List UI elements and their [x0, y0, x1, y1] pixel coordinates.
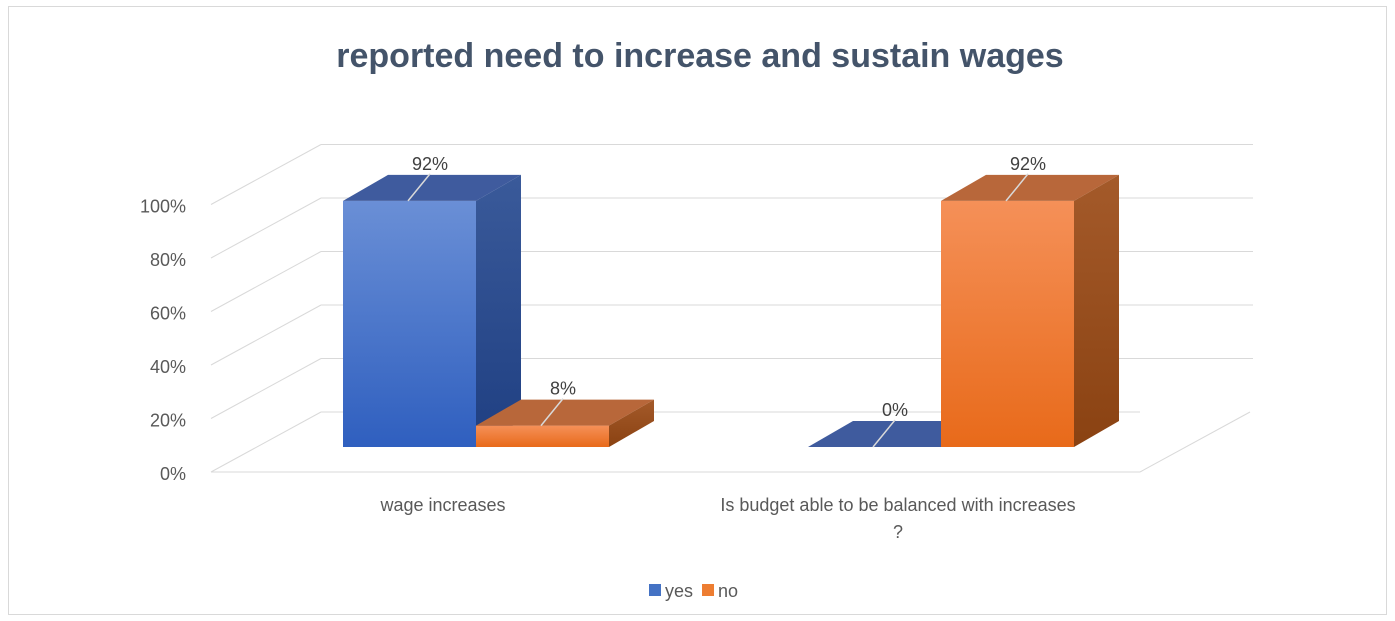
y-tick-label: 60% [150, 304, 186, 324]
floor-edge [1139, 411, 1251, 473]
bar-front [343, 200, 476, 447]
bar-side [476, 174, 521, 447]
legend-label: no [718, 581, 738, 601]
y-tick-label: 20% [150, 411, 186, 431]
legend-swatch [702, 584, 715, 596]
bar-top [343, 174, 521, 201]
bar-top [476, 399, 654, 426]
legend-swatch [649, 584, 661, 596]
gridline-diagonal [210, 358, 322, 419]
category-label: ? [893, 522, 903, 542]
gridline-diagonal [210, 411, 322, 473]
chart-frame [8, 6, 1387, 615]
y-tick-label: 100% [140, 197, 186, 217]
y-axis-ticks: 0% 20% 40% 60% 80% 100% [140, 197, 186, 485]
data-label: 92% [412, 154, 448, 174]
data-label: 8% [550, 379, 576, 399]
gridline-diagonal [210, 251, 322, 312]
y-tick-label: 0% [160, 464, 186, 484]
bar-side [1074, 174, 1119, 447]
y-tick-label: 80% [150, 250, 186, 270]
leader-line [540, 398, 564, 427]
bars: 92% 8% 0% 92% [343, 154, 1119, 448]
category-label: wage increases [379, 495, 505, 515]
gridline-diagonal [210, 144, 322, 205]
bar-front [941, 200, 1074, 447]
category-labels: wage increases Is budget able to be balan… [379, 495, 1075, 542]
chart-title: reported need to increase and sustain wa… [336, 37, 1063, 75]
data-label: 0% [882, 400, 908, 420]
bar-side [609, 399, 654, 447]
gridline-diagonal [210, 304, 322, 366]
bar-no-1: 8% [476, 379, 654, 447]
category-label: Is budget able to be balanced with incre… [720, 495, 1075, 515]
bar-front [476, 425, 609, 447]
legend-label: yes [665, 581, 693, 601]
leader-line [407, 173, 431, 202]
data-label: 92% [1010, 154, 1046, 174]
bar-yes-1: 92% [343, 154, 521, 447]
y-tick-label: 40% [150, 357, 186, 377]
legend-item-no: no [702, 581, 738, 601]
bar-no-2: 92% [941, 154, 1119, 447]
leader-line [872, 419, 896, 448]
gridline-diagonal [210, 197, 322, 259]
bar-top [941, 174, 1119, 201]
leader-line [1005, 173, 1029, 202]
legend: yes no [649, 581, 738, 601]
legend-item-yes: yes [649, 581, 693, 601]
